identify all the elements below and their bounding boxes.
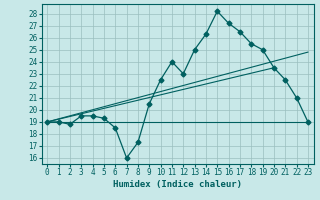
- X-axis label: Humidex (Indice chaleur): Humidex (Indice chaleur): [113, 180, 242, 189]
